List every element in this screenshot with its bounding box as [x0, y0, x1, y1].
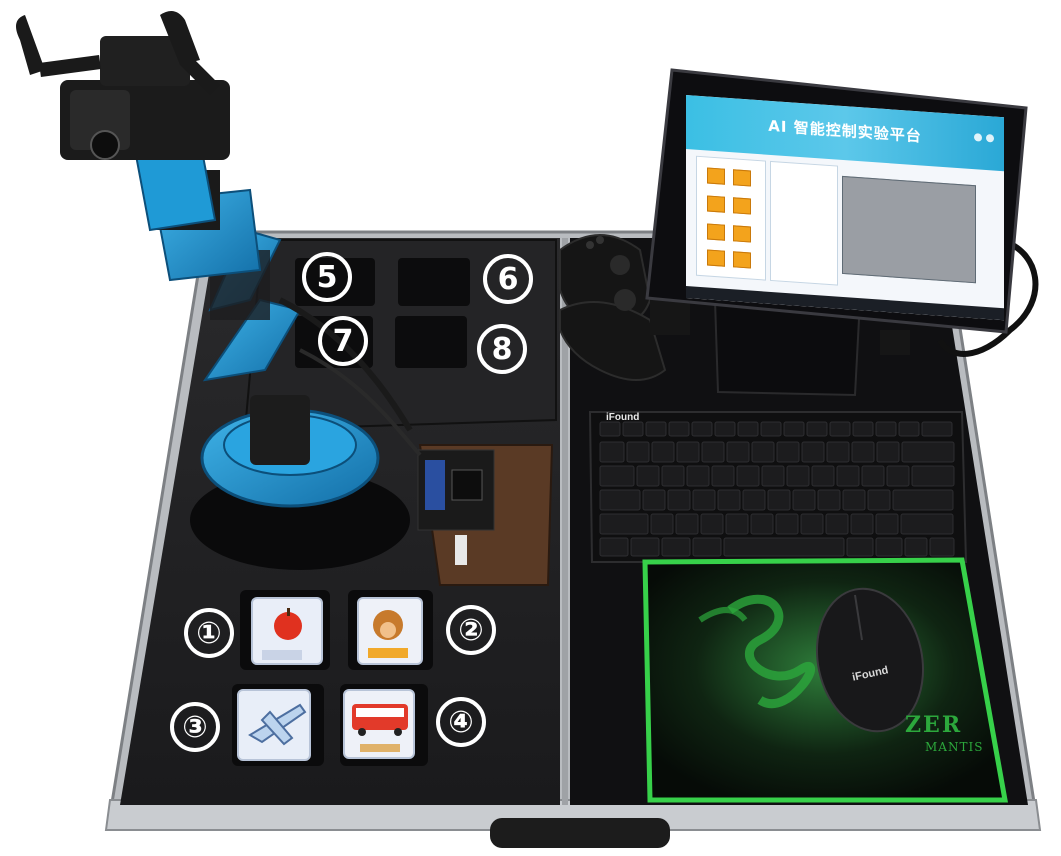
keyboard-brand: iFound: [606, 412, 640, 423]
cube-monkey: [357, 597, 423, 665]
cube-thumb[interactable]: [733, 169, 751, 187]
keyboard-keys: [599, 421, 955, 557]
gamepad: [559, 234, 667, 381]
slot-upper-right: [398, 258, 470, 306]
slot-badge-5: 5: [302, 252, 352, 302]
close-icon[interactable]: [986, 133, 994, 143]
mousepad-text-a: ZER: [905, 712, 963, 738]
slot-badge-6: 6: [483, 254, 533, 304]
slot-badge-3: ③: [170, 702, 220, 752]
mousepad-text-b: MANTIS: [925, 740, 984, 754]
slot-badge-7: 7: [318, 316, 368, 366]
app-title: AI 智能控制实验平台: [768, 116, 922, 146]
tablet-screen: AI 智能控制实验平台: [686, 95, 1004, 321]
camera-view: [842, 175, 976, 284]
slot-lower-right: [395, 316, 467, 368]
cube-apple: [251, 597, 323, 665]
slot-badge-8: 8: [477, 324, 527, 374]
slot-badge-2: ②: [446, 605, 496, 655]
cube-thumb[interactable]: [707, 249, 725, 267]
cube-airplane: [237, 689, 311, 761]
mouse: [815, 587, 925, 733]
robotic-arm: [16, 11, 422, 508]
cube-thumb[interactable]: [733, 225, 751, 243]
cube-thumb[interactable]: [707, 195, 725, 213]
cube-thumb[interactable]: [707, 167, 725, 185]
arm-diagram-panel: [770, 160, 838, 286]
slot-badge-1: ①: [184, 608, 234, 658]
object-panel: [696, 155, 766, 281]
cube-thumb[interactable]: [733, 251, 751, 269]
slot-badge-4: ④: [436, 697, 486, 747]
mousepad-snake-logo: [727, 594, 816, 708]
case-handle: [490, 818, 670, 848]
cube-bus: [343, 689, 415, 759]
settings-icon[interactable]: [974, 133, 982, 142]
cube-thumb[interactable]: [707, 223, 725, 241]
cube-thumb[interactable]: [733, 197, 751, 215]
